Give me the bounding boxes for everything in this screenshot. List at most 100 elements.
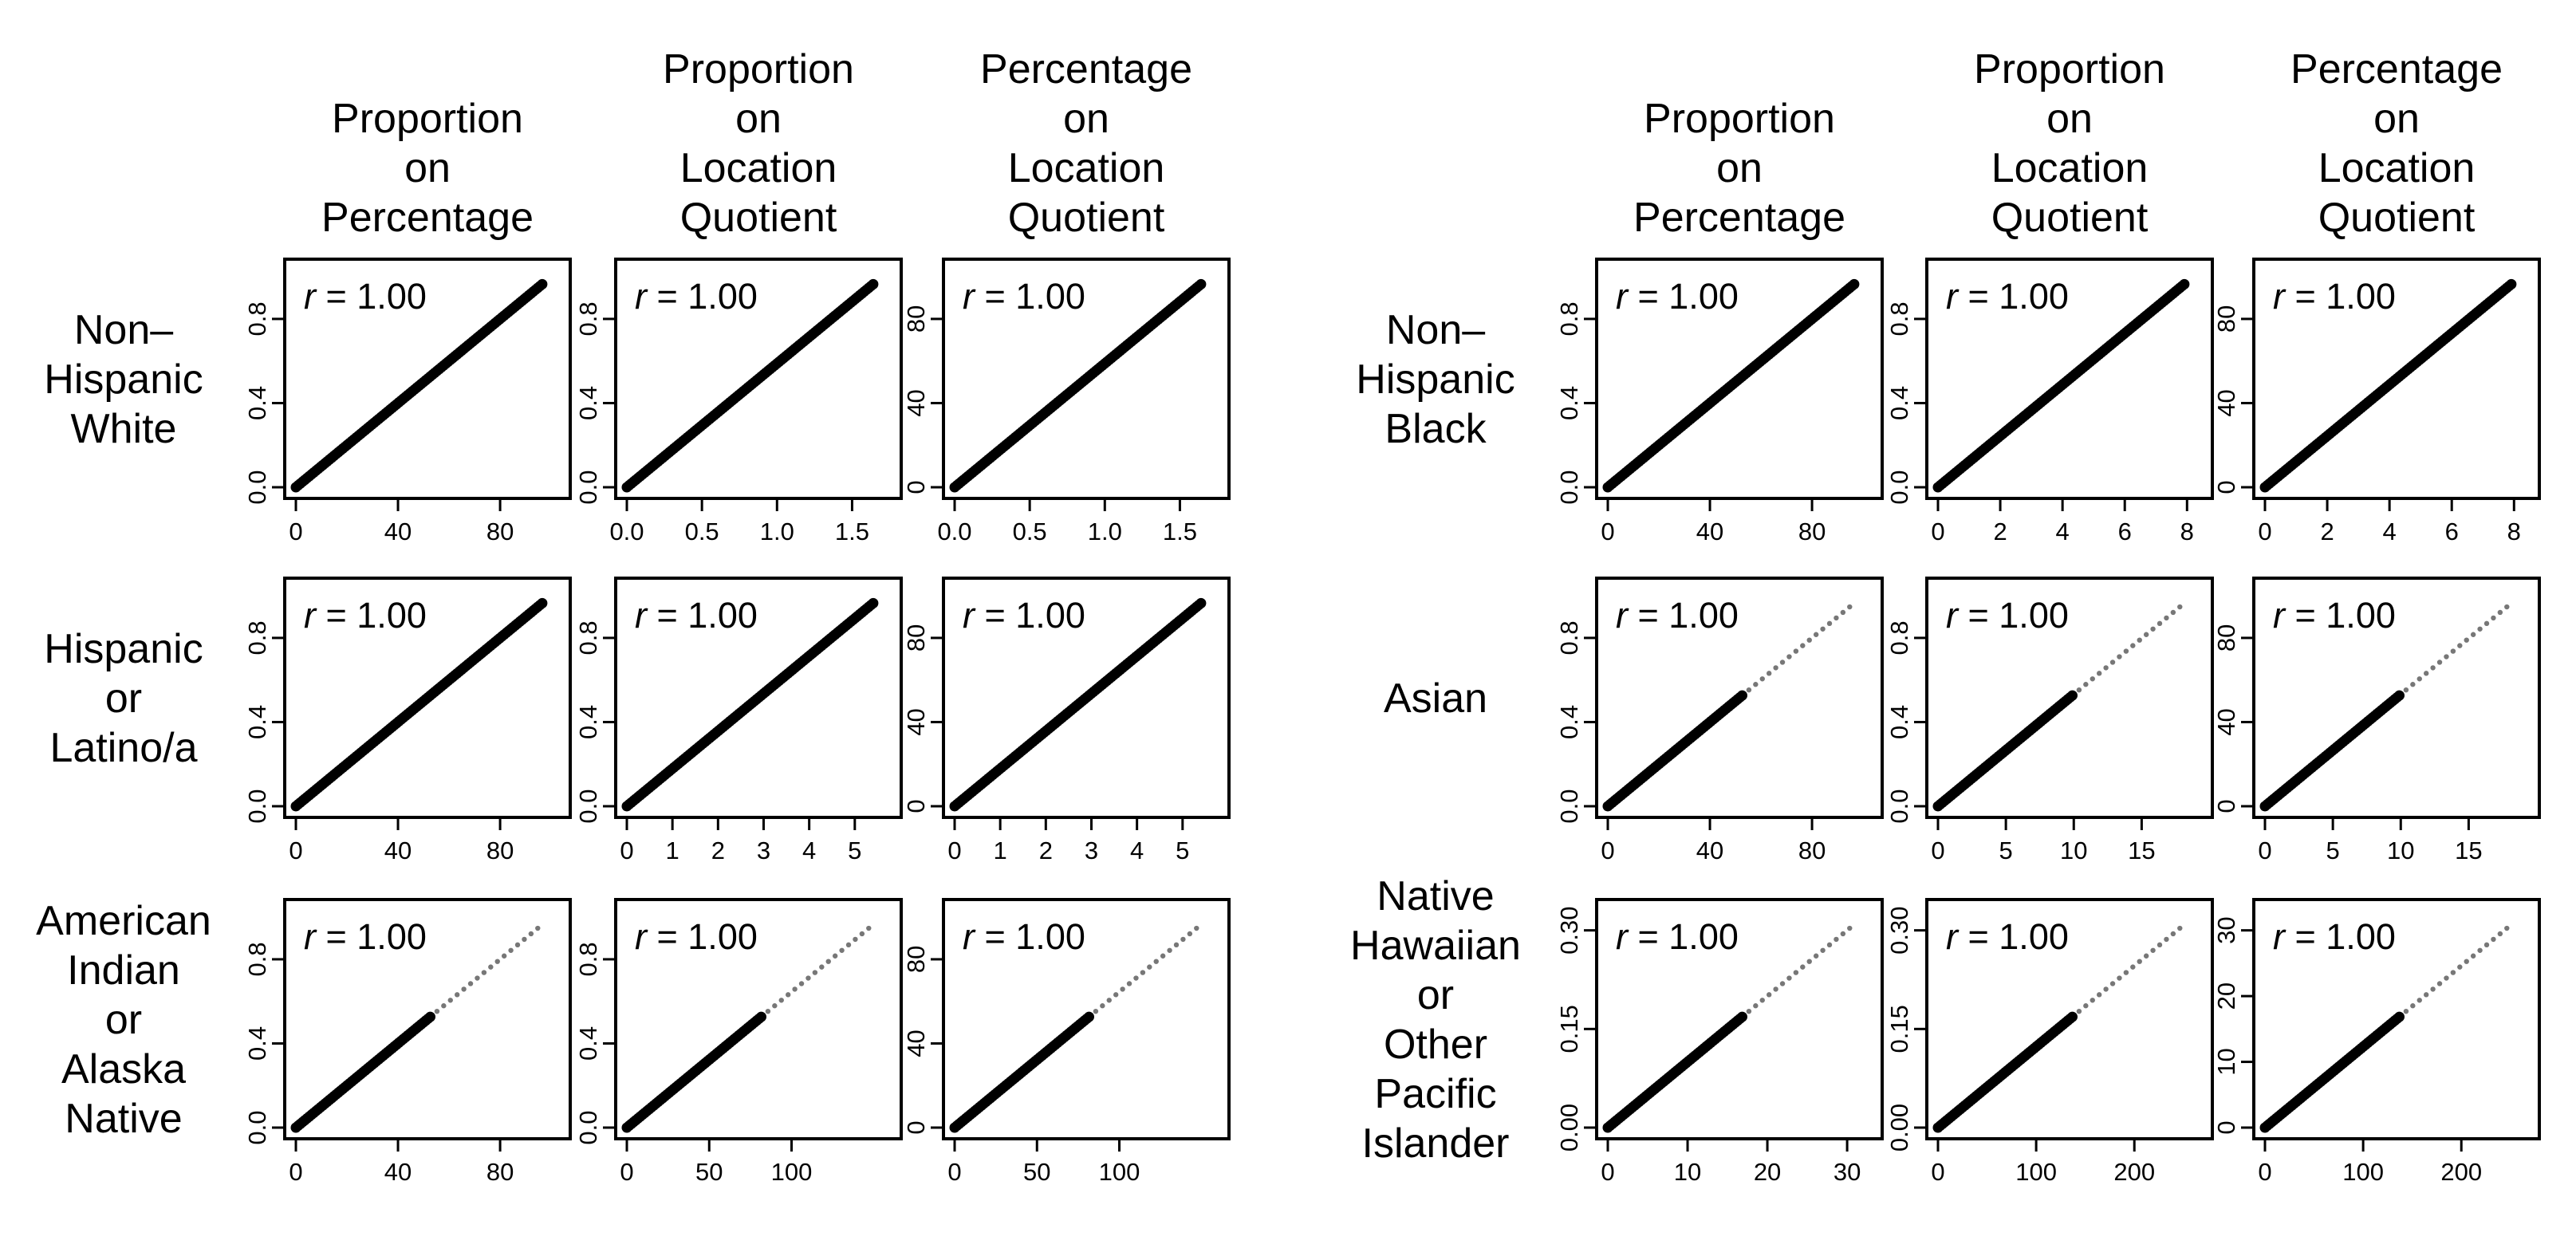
data-points	[621, 925, 872, 1133]
x-tick-label: 4	[1130, 837, 1144, 864]
correlation-value: = 1.00	[1958, 595, 2069, 636]
data-point	[765, 1008, 771, 1014]
column-title-line: Quotient	[1991, 195, 2149, 241]
data-point	[1195, 278, 1207, 289]
plot-frame	[1595, 258, 1884, 500]
y-tick-label: 0.8	[243, 301, 271, 336]
correlation-symbol: r	[1946, 595, 1960, 636]
data-points	[621, 278, 879, 493]
y-tick-label: 0.30	[1885, 906, 1913, 954]
correlation-label: r = 1.00	[304, 595, 427, 636]
correlation-symbol: r	[2273, 916, 2286, 957]
x-tick-label: 15	[2455, 837, 2482, 864]
x-tick-label: 0	[1931, 1158, 1944, 1186]
x-tick-label: 80	[486, 518, 514, 545]
data-point	[1133, 975, 1139, 981]
row-label-line: Black	[1385, 406, 1487, 452]
y-tick-label: 0.8	[1885, 301, 1913, 336]
data-points	[1602, 925, 1853, 1133]
data-point	[845, 942, 852, 948]
data-point	[494, 959, 500, 964]
data-point	[2103, 986, 2109, 992]
data-point	[1826, 942, 1833, 948]
data-point	[812, 970, 818, 975]
x-tick-label: 40	[384, 518, 412, 545]
data-point	[1820, 626, 1826, 632]
correlation-label: r = 1.00	[2273, 276, 2396, 317]
data-points	[949, 925, 1199, 1133]
data-point	[2457, 964, 2463, 970]
x-tick-label: 2	[1039, 837, 1053, 864]
y-tick-label: 0.0	[1555, 470, 1583, 504]
y-tick-label: 40	[2212, 708, 2240, 735]
data-point	[1759, 998, 1765, 1003]
data-point	[1779, 981, 1786, 986]
data-point	[508, 947, 514, 953]
data-point	[2109, 659, 2116, 665]
x-tick-label: 80	[1798, 837, 1826, 864]
y-tick-label: 0	[902, 799, 930, 813]
data-points	[1932, 925, 2183, 1133]
data-point	[2491, 615, 2496, 621]
scatter-panel: r = 1.00 0 50 100 0.0 0.4 0.8	[574, 898, 903, 1186]
correlation-label: r = 1.00	[1946, 276, 2069, 317]
column-title-line: Proportion	[663, 46, 854, 93]
x-tick-label: 0	[289, 1158, 302, 1186]
data-point	[2464, 637, 2469, 643]
data-point	[2464, 959, 2469, 964]
data-point	[522, 936, 527, 943]
x-tick-label: 3	[1085, 837, 1098, 864]
correlation-value: = 1.00	[1628, 595, 1739, 636]
correlation-value: = 1.00	[2285, 595, 2396, 636]
x-tick-label: 4	[2383, 518, 2397, 545]
x-tick-label: 1.0	[760, 518, 794, 545]
correlation-symbol: r	[304, 916, 317, 957]
correlation-symbol: r	[1946, 276, 1960, 317]
y-tick-label: 0.8	[574, 620, 602, 655]
data-point	[1140, 970, 1146, 975]
data-point	[1773, 665, 1778, 671]
column-title-line: on	[1063, 96, 1109, 142]
y-tick-label: 0.0	[574, 1110, 602, 1144]
plot-frame	[2252, 577, 2541, 819]
column-title-line: Proportion	[332, 96, 523, 142]
row-label-line: Pacific	[1374, 1071, 1496, 1117]
data-point	[2066, 690, 2078, 701]
x-tick-label: 1.0	[1088, 518, 1122, 545]
data-point	[1813, 953, 1819, 959]
x-tick-label: 5	[1176, 837, 1189, 864]
data-point	[2483, 942, 2490, 948]
x-tick-label: 6	[2445, 518, 2459, 545]
correlation-label: r = 1.00	[1616, 916, 1739, 957]
correlation-symbol: r	[1616, 595, 1629, 636]
data-point	[792, 986, 798, 992]
data-point	[798, 981, 805, 986]
data-point	[1173, 942, 1180, 948]
x-tick-label: 50	[695, 1158, 723, 1186]
data-point	[2416, 676, 2422, 682]
y-tick-label: 0.8	[1555, 620, 1583, 655]
data-point	[1793, 648, 1799, 654]
x-tick-label: 0	[1601, 837, 1614, 864]
row-label-line: American	[36, 898, 211, 944]
y-tick-label: 0.0	[1885, 789, 1913, 823]
x-tick-label: 100	[2015, 1158, 2057, 1186]
data-points	[290, 597, 548, 812]
column-title-line: Location	[2318, 145, 2476, 191]
data-point	[1106, 998, 1112, 1003]
data-point	[853, 936, 858, 943]
plot-frame	[2252, 258, 2541, 500]
correlation-value: = 1.00	[647, 276, 758, 317]
y-tick-label: 0.8	[243, 620, 271, 655]
x-tick-label: 6	[2118, 518, 2132, 545]
data-point	[2444, 654, 2449, 659]
correlation-symbol: r	[963, 595, 976, 636]
data-point	[2506, 278, 2517, 289]
data-point	[2177, 925, 2183, 931]
correlation-symbol: r	[635, 276, 648, 317]
x-tick-label: 30	[1834, 1158, 1861, 1186]
data-point	[2123, 648, 2129, 654]
y-tick-label: 0.00	[1885, 1104, 1913, 1152]
